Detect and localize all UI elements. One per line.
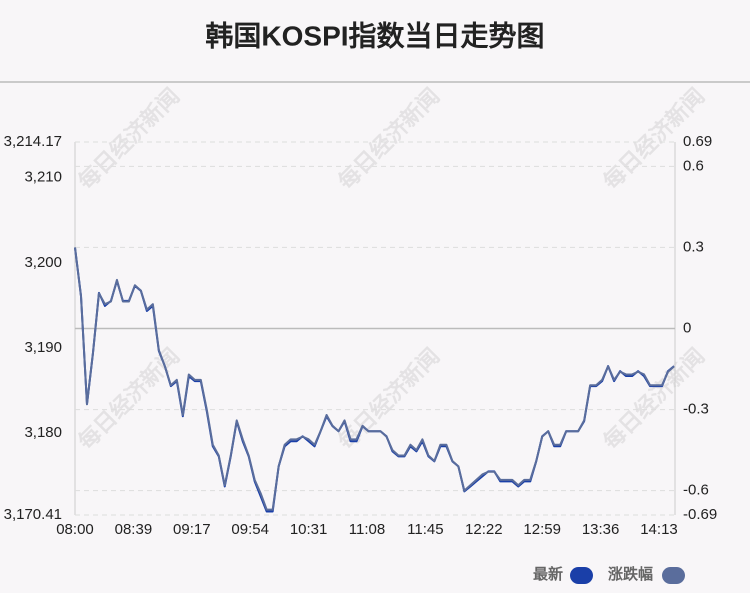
y-tick-label: 3,180	[24, 424, 62, 441]
y-tick-label: 3,214.17	[4, 133, 62, 150]
y-tick-label: 3,200	[24, 254, 62, 271]
y2-tick-label: 0.3	[683, 238, 704, 255]
y2-tick-label: 0.69	[683, 133, 712, 150]
y2-tick-label: -0.69	[683, 506, 717, 523]
x-tick-label: 09:17	[173, 521, 211, 538]
x-tick-label: 09:54	[231, 521, 269, 538]
y2-tick-label: 0	[683, 319, 691, 336]
legend-label: 涨跌幅	[608, 565, 653, 583]
x-tick-label: 08:00	[56, 521, 94, 538]
legend-swatch	[570, 567, 593, 584]
x-tick-label: 12:59	[523, 521, 561, 538]
x-tick-label: 12:22	[465, 521, 503, 538]
legend-swatch	[662, 567, 685, 584]
series-line	[74, 247, 675, 511]
y2-tick-label: 0.6	[683, 157, 704, 174]
x-tick-label: 11:08	[349, 521, 385, 538]
y-tick-label: 3,190	[24, 339, 62, 356]
x-tick-label: 08:39	[115, 521, 153, 538]
y2-tick-label: -0.3	[683, 401, 709, 418]
x-tick-label: 14:13	[640, 521, 678, 538]
y-tick-label: 3,210	[24, 169, 62, 186]
x-tick-label: 13:36	[582, 521, 620, 538]
y-tick-label: 3,170.41	[4, 506, 62, 523]
x-tick-label: 11:45	[407, 521, 443, 538]
x-tick-label: 10:31	[290, 521, 328, 538]
y2-tick-label: -0.6	[683, 482, 709, 499]
legend-label: 最新	[533, 565, 563, 583]
chart-title: 韩国KOSPI指数当日走势图	[205, 20, 544, 51]
